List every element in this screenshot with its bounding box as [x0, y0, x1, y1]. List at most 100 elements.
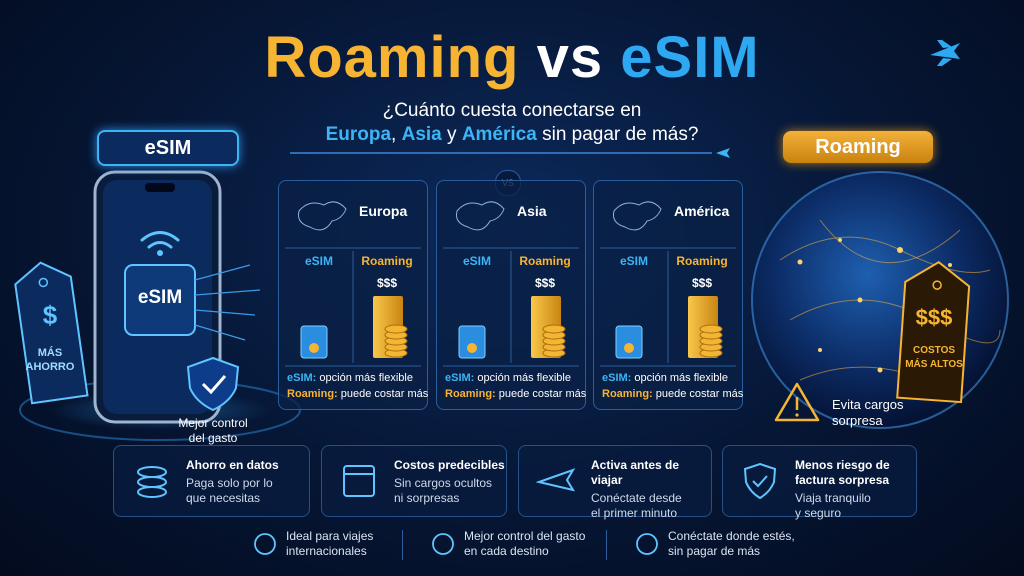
feature-title: Ahorro en datos — [186, 458, 279, 472]
icon-shape — [300, 325, 328, 359]
tag-line: AHORRO — [25, 361, 75, 373]
warning-line: sorpresa — [832, 413, 883, 428]
separator — [606, 530, 607, 560]
caption-line: Mejor control — [178, 416, 248, 430]
feature-desc: que necesitas — [186, 491, 261, 505]
icon-shape — [636, 533, 658, 555]
feature-card: Costos predecibles Sin cargos ocultos ni s… — [321, 445, 507, 517]
region-card: Asia eSIM Roaming $$$ eSIM: opción más flexi… — [436, 180, 586, 410]
feature-text: Activa antes de viajar Conéctate desde el … — [591, 458, 711, 521]
note: eSIM: opción más flexible — [602, 372, 728, 384]
feature-card: Menos riesgo de factura sorpresa Viaja tra… — [722, 445, 917, 520]
feature-desc: Conéctate desde — [591, 491, 682, 505]
warning-line: Evita cargos — [832, 397, 904, 412]
note-text: puede costar más — [337, 388, 429, 400]
cost-label: $$$ — [691, 276, 713, 290]
title: Roaming vs eSIM — [0, 24, 1024, 91]
shield-caption: Mejor control del gasto — [163, 416, 263, 446]
tag-line: MÁS — [37, 347, 63, 359]
column-label: eSIM — [619, 254, 648, 268]
feature-text: Menos riesgo de factura sorpresa Viaja tra… — [795, 458, 890, 521]
feature-icon — [535, 468, 576, 492]
subtitle-line: ¿Cuánto cuesta conectarse en — [382, 100, 642, 121]
footer-text: Mejor control del gasto en cada destino — [464, 529, 585, 559]
feature-title: Activa antes de viajar — [591, 458, 680, 487]
icon-shape — [137, 466, 167, 478]
column-label: eSIM — [462, 254, 491, 268]
note-text: opción más flexible — [316, 372, 413, 384]
note-label: Roaming: — [602, 388, 653, 400]
tag-text: COSTOS MÁS ALTOS — [898, 344, 970, 372]
feature-desc: y seguro — [795, 506, 842, 520]
icon-shape — [542, 324, 566, 334]
tag-symbol: $$$ — [915, 305, 953, 330]
feature-desc: ni sorpresas — [394, 491, 460, 505]
tag-line: COSTOS — [912, 345, 956, 356]
caption-line: del gasto — [188, 431, 238, 445]
subtitle-line: Europa, Asia y América sin pagar de más? — [0, 124, 1024, 146]
icon-shape — [615, 325, 643, 359]
card-art — [443, 201, 579, 367]
footer-icon — [636, 533, 658, 555]
footer-line: Ideal para viajes — [286, 529, 374, 543]
separator — [402, 530, 403, 560]
footer-icon — [254, 533, 276, 555]
feature-text: Ahorro en datos Paga solo por lo que neces… — [186, 458, 279, 506]
column-label: Roaming — [361, 254, 413, 268]
icon-shape — [699, 324, 723, 334]
highlight-word: Europa — [325, 124, 392, 145]
region-name: Asia — [517, 203, 547, 219]
subtitle-text: , — [391, 124, 402, 145]
title-right: eSIM — [620, 25, 760, 90]
feature-title: factura sorpresa — [795, 473, 890, 487]
feature-card: Ahorro en datos Paga solo por lo que neces… — [113, 445, 310, 517]
feature-title: Menos riesgo de — [795, 458, 890, 472]
note-text: puede costar más — [652, 388, 744, 400]
icon-shape — [458, 325, 486, 359]
title-middle: vs — [536, 25, 604, 90]
feature-icon — [137, 466, 167, 498]
footer-icon — [432, 533, 454, 555]
subtitle-text: y — [441, 124, 462, 145]
icon-shape — [309, 343, 319, 353]
tag-symbol: $ — [42, 300, 58, 330]
feature-title: Costos predecibles — [394, 458, 505, 472]
feature-icon — [343, 465, 375, 497]
note-label: eSIM: — [602, 372, 632, 384]
icon-shape — [137, 476, 167, 488]
feature-text: Costos predecibles Sin cargos ocultos ni s… — [394, 458, 505, 506]
icon-shape — [298, 201, 347, 231]
icon-shape — [613, 201, 662, 231]
footer-line: Mejor control del gasto — [464, 529, 586, 543]
icon-shape — [343, 465, 375, 497]
tag-line: MÁS ALTOS — [905, 359, 963, 370]
icon-shape — [137, 486, 167, 498]
note-text: puede costar más — [495, 388, 587, 400]
highlight-word: América — [461, 124, 537, 145]
note: Roaming: puede costar más — [602, 388, 743, 400]
icon-shape — [467, 343, 477, 353]
cost-label: $$$ — [376, 276, 398, 290]
column-label: eSIM — [304, 254, 333, 268]
title-left: Roaming — [264, 25, 520, 90]
cost-label: $$$ — [534, 276, 556, 290]
feature-desc: Viaja tranquilo — [795, 491, 871, 505]
region-card: Europa eSIM Roaming $$$ eSIM: opción más fle… — [278, 180, 428, 410]
region-name: América — [674, 203, 730, 219]
footer-text: Ideal para viajes internacionales — [286, 529, 373, 559]
column-label: Roaming — [519, 254, 571, 268]
note-label: Roaming: — [287, 388, 338, 400]
icon-shape — [624, 343, 634, 353]
feature-card: Activa antes de viajar Conéctate desde el … — [518, 445, 712, 520]
note: Roaming: puede costar más — [445, 388, 586, 400]
note-label: eSIM: — [287, 372, 317, 384]
note-text: opción más flexible — [631, 372, 728, 384]
highlight-word: Asia — [401, 124, 442, 145]
footer-line: internacionales — [286, 544, 367, 558]
icon-shape — [384, 324, 408, 334]
region-name: Europa — [359, 203, 408, 219]
icon-shape — [432, 533, 454, 555]
note-text: opción más flexible — [474, 372, 571, 384]
